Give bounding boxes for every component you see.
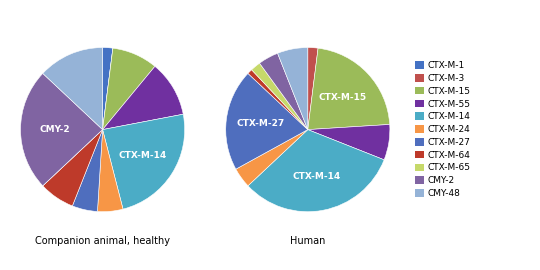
Wedge shape [308, 48, 318, 130]
Wedge shape [103, 48, 155, 130]
Wedge shape [308, 124, 390, 160]
Wedge shape [43, 130, 103, 206]
Wedge shape [43, 130, 103, 186]
Text: CTX-M-15: CTX-M-15 [319, 93, 367, 102]
Text: CTX-M-14: CTX-M-14 [293, 172, 341, 181]
Text: CTX-M-14: CTX-M-14 [119, 151, 167, 160]
Wedge shape [248, 130, 384, 212]
Wedge shape [103, 48, 113, 130]
Wedge shape [103, 48, 113, 130]
Wedge shape [248, 70, 308, 130]
Wedge shape [21, 73, 103, 186]
Wedge shape [72, 130, 103, 211]
Wedge shape [103, 114, 185, 209]
Wedge shape [236, 130, 308, 186]
Title: Companion animal, healthy: Companion animal, healthy [35, 236, 170, 246]
Wedge shape [260, 53, 308, 130]
Wedge shape [278, 48, 308, 130]
Wedge shape [252, 63, 308, 130]
Wedge shape [43, 48, 103, 130]
Text: CMY-2: CMY-2 [39, 125, 70, 134]
Wedge shape [226, 73, 308, 169]
Wedge shape [308, 48, 390, 130]
Title: Human: Human [290, 236, 326, 246]
Legend: CTX-M-1, CTX-M-3, CTX-M-15, CTX-M-55, CTX-M-14, CTX-M-24, CTX-M-27, CTX-M-64, CT: CTX-M-1, CTX-M-3, CTX-M-15, CTX-M-55, CT… [415, 61, 470, 198]
Text: CTX-M-27: CTX-M-27 [237, 119, 285, 128]
Wedge shape [103, 66, 183, 130]
Wedge shape [97, 130, 123, 212]
